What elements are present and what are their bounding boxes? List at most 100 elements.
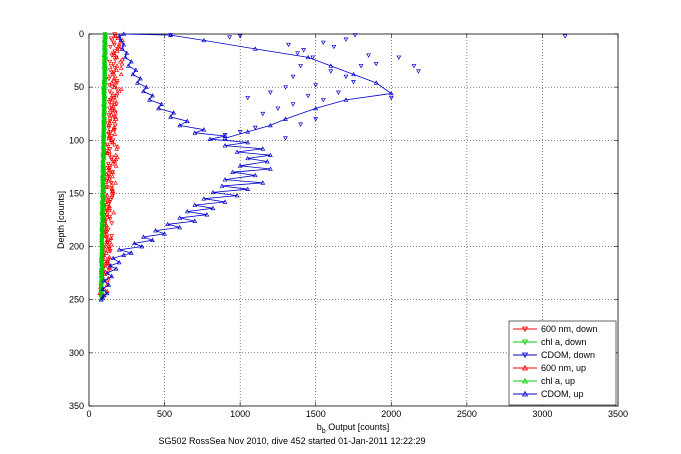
data-point <box>373 61 379 67</box>
data-point <box>104 176 110 182</box>
data-point <box>101 147 107 153</box>
data-point <box>115 144 121 149</box>
data-point <box>107 74 113 80</box>
data-point <box>177 224 183 230</box>
data-point <box>150 237 155 242</box>
data-point <box>320 98 326 103</box>
data-point <box>112 66 118 71</box>
data-point <box>416 69 421 74</box>
data-point <box>114 102 119 107</box>
data-point <box>107 117 113 122</box>
legend-swatch-marker <box>521 377 529 384</box>
legend-label: chl a, down <box>541 337 587 347</box>
data-point <box>108 235 114 240</box>
legend-swatch-marker <box>521 339 529 346</box>
data-point <box>388 95 394 101</box>
data-point <box>106 178 112 183</box>
data-point <box>121 252 127 257</box>
x-tick-label: 1500 <box>306 409 326 419</box>
data-point <box>171 110 177 115</box>
data-point <box>112 101 118 106</box>
data-point <box>110 93 116 99</box>
data-point <box>101 111 107 116</box>
data-point <box>204 212 210 217</box>
data-point <box>100 221 106 226</box>
data-point <box>112 84 118 89</box>
data-point <box>113 110 118 115</box>
data-point <box>106 112 111 118</box>
data-point <box>112 33 118 38</box>
x-tick-label: 500 <box>157 409 172 419</box>
data-point <box>133 67 139 72</box>
data-point <box>141 88 146 94</box>
data-point <box>112 159 118 164</box>
data-point <box>108 95 114 100</box>
data-point <box>162 231 167 236</box>
data-point <box>260 146 266 151</box>
data-point <box>109 155 115 160</box>
data-point <box>111 40 117 46</box>
data-point <box>100 190 106 196</box>
data-point <box>101 256 107 262</box>
data-point <box>108 198 114 203</box>
data-point <box>101 154 107 159</box>
y-tick-labels: 0 50 100 150 200 250 300 350 <box>69 29 84 411</box>
data-point <box>113 163 119 168</box>
data-point <box>106 244 112 249</box>
data-point <box>106 76 112 82</box>
data-point <box>313 117 319 122</box>
data-point <box>110 161 115 166</box>
data-point <box>106 164 112 169</box>
data-point <box>328 63 334 68</box>
data-point <box>103 263 108 268</box>
data-point <box>153 228 158 233</box>
data-point <box>165 221 170 227</box>
data-point <box>335 90 341 95</box>
y-tick-label: 50 <box>74 82 84 92</box>
data-point <box>100 216 106 221</box>
data-point <box>562 34 568 39</box>
legend-label: 600 nm, down <box>541 324 598 334</box>
data-point <box>108 241 114 247</box>
data-point <box>222 135 228 140</box>
data-point <box>237 163 243 168</box>
data-point <box>122 54 128 60</box>
data-point <box>101 195 106 201</box>
legend-swatch-marker <box>521 364 529 371</box>
data-point <box>267 90 273 95</box>
data-point <box>105 259 111 264</box>
data-point <box>114 48 120 53</box>
data-point <box>111 61 116 67</box>
legend-swatch-marker <box>521 390 529 397</box>
data-point <box>222 199 228 204</box>
data-point <box>219 183 225 188</box>
data-point <box>106 268 112 273</box>
data-point <box>267 166 273 171</box>
data-point <box>125 63 131 68</box>
y-tick-label: 200 <box>69 242 84 252</box>
data-point <box>110 127 116 132</box>
data-point <box>105 161 111 167</box>
data-point <box>252 46 258 51</box>
series-2 <box>168 33 568 141</box>
data-point <box>106 125 112 131</box>
data-point <box>100 198 106 204</box>
data-point <box>114 67 120 72</box>
data-point <box>366 53 372 58</box>
data-point <box>98 297 104 302</box>
data-point <box>101 128 106 134</box>
data-point <box>116 88 122 94</box>
data-point <box>104 288 110 294</box>
data-point <box>105 197 111 202</box>
data-point <box>351 71 356 77</box>
series-5 <box>98 31 394 302</box>
data-point <box>109 85 115 90</box>
legend-label: CDOM, up <box>541 389 584 399</box>
data-point <box>107 98 113 103</box>
x-tick-labels: 0 500 1000 1500 2000 2500 3000 3500 <box>86 409 628 419</box>
data-point <box>192 130 198 135</box>
data-point <box>111 115 117 120</box>
legend-swatch-marker <box>521 352 529 359</box>
data-point <box>343 97 349 102</box>
